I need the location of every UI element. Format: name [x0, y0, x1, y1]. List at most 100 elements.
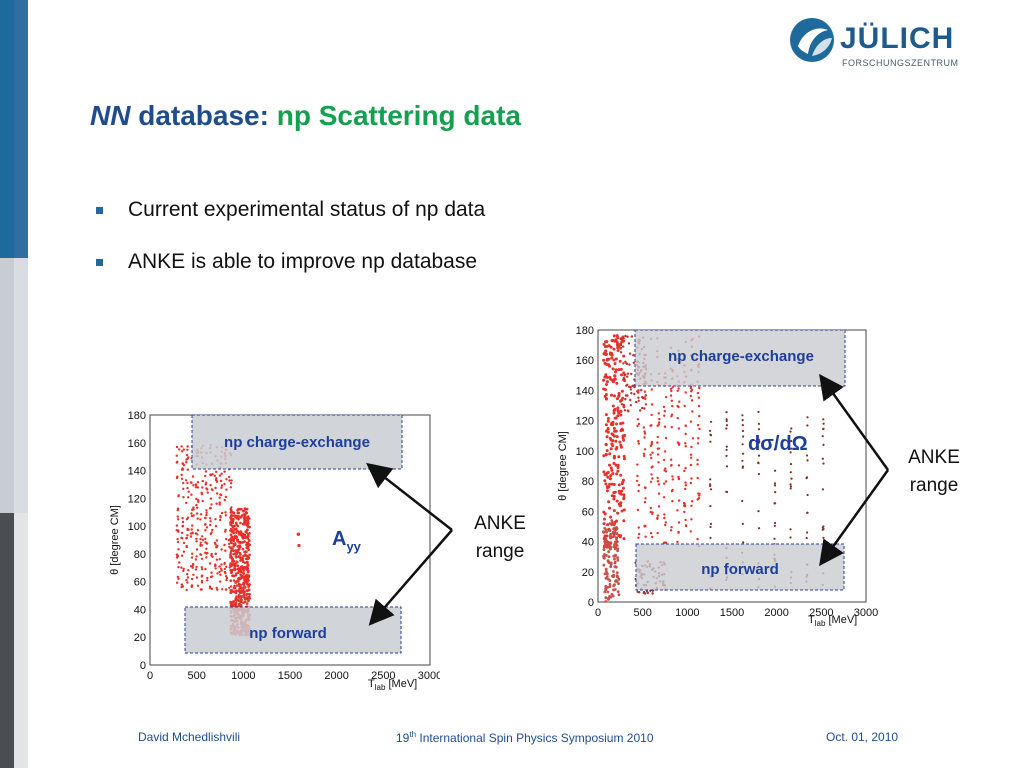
data-point [616, 511, 620, 515]
data-point [608, 506, 611, 510]
data-point [605, 435, 609, 439]
data-point [616, 556, 619, 560]
data-point [602, 522, 606, 526]
data-point [656, 531, 659, 535]
data-point [684, 481, 687, 484]
data-point [602, 548, 606, 552]
data-point [757, 410, 760, 413]
data-point [201, 486, 204, 489]
data-point [630, 392, 633, 395]
data-point [175, 524, 179, 527]
data-point [604, 413, 608, 417]
data-point [205, 509, 208, 512]
data-point [608, 522, 612, 525]
data-point [684, 518, 687, 522]
forward-box [635, 543, 845, 591]
data-point [229, 537, 232, 541]
x-tick-label: 1500 [278, 670, 302, 682]
data-point [663, 482, 666, 485]
data-point [237, 589, 240, 593]
data-point [603, 361, 607, 365]
data-point [218, 565, 221, 568]
data-point [619, 346, 623, 350]
data-point [683, 510, 686, 514]
data-point [643, 448, 647, 451]
data-point [247, 569, 250, 573]
x-axis-label: Tlab [MeV] [808, 614, 857, 628]
data-point [175, 445, 179, 449]
data-point [218, 503, 221, 506]
data-point [629, 404, 632, 407]
data-point [247, 584, 250, 587]
data-point [618, 359, 622, 363]
data-point [610, 519, 614, 522]
data-point [612, 575, 615, 579]
data-point [642, 452, 646, 455]
data-point [616, 406, 620, 410]
x-tick-label: 2000 [764, 607, 788, 619]
data-point [657, 483, 661, 486]
data-point [615, 532, 619, 536]
data-point [215, 477, 218, 480]
data-point [190, 512, 193, 515]
data-point [233, 542, 237, 545]
y-tick-label: 160 [128, 438, 146, 450]
data-point [610, 432, 614, 436]
data-point [611, 367, 615, 371]
data-point [606, 475, 610, 479]
data-point [190, 577, 194, 581]
data-point [191, 566, 194, 569]
data-point [248, 553, 251, 557]
data-point [228, 475, 231, 479]
data-point [614, 368, 618, 372]
data-point [245, 531, 248, 534]
data-point [608, 482, 612, 486]
data-point [223, 543, 226, 547]
data-point [204, 541, 207, 544]
data-point [774, 491, 777, 494]
data-point [644, 486, 647, 490]
data-point [624, 394, 628, 397]
data-point [664, 541, 668, 544]
data-point [627, 410, 630, 413]
data-point [177, 565, 180, 569]
data-point [205, 526, 209, 529]
data-point [206, 576, 209, 580]
data-point [603, 572, 607, 576]
data-point [677, 475, 680, 479]
data-point [643, 390, 647, 393]
data-point [670, 389, 673, 393]
data-point [710, 420, 713, 423]
data-point [641, 406, 644, 410]
data-point [650, 413, 653, 417]
data-point [664, 436, 668, 440]
data-point [637, 536, 640, 539]
data-point [237, 599, 240, 602]
data-point [619, 473, 623, 477]
data-point [758, 440, 761, 443]
data-point [182, 496, 185, 499]
data-point [604, 452, 608, 456]
data-point [642, 590, 646, 594]
data-point [205, 511, 208, 514]
data-point [684, 524, 688, 528]
data-point [725, 424, 729, 427]
data-point [199, 541, 202, 544]
data-point [789, 451, 792, 454]
data-point [623, 409, 627, 412]
data-point [609, 532, 613, 536]
data-point [220, 486, 223, 489]
data-point [684, 487, 687, 491]
data-point [209, 523, 212, 527]
data-point [619, 413, 623, 417]
data-point [182, 569, 185, 573]
data-point [605, 383, 608, 386]
data-point [643, 430, 646, 433]
data-point [605, 539, 609, 543]
data-point [210, 552, 213, 556]
data-point [176, 540, 180, 544]
data-point [224, 511, 227, 514]
data-point [669, 464, 673, 467]
data-point [234, 591, 238, 595]
data-point [649, 480, 653, 483]
